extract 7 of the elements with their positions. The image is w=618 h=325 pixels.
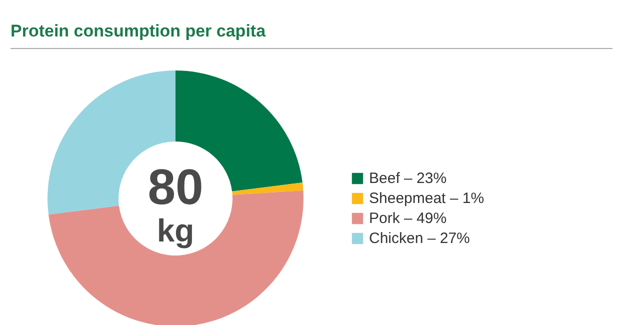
legend-label: Chicken – 27%: [369, 229, 470, 247]
text: kg: [156, 212, 194, 248]
text: 80: [148, 159, 204, 215]
chart-title: Protein consumption per capita: [10, 22, 266, 40]
legend-label: Sheepmeat – 1%: [369, 189, 484, 207]
legend-label: Pork – 49%: [369, 209, 447, 227]
legend-label: Beef – 23%: [369, 169, 447, 187]
